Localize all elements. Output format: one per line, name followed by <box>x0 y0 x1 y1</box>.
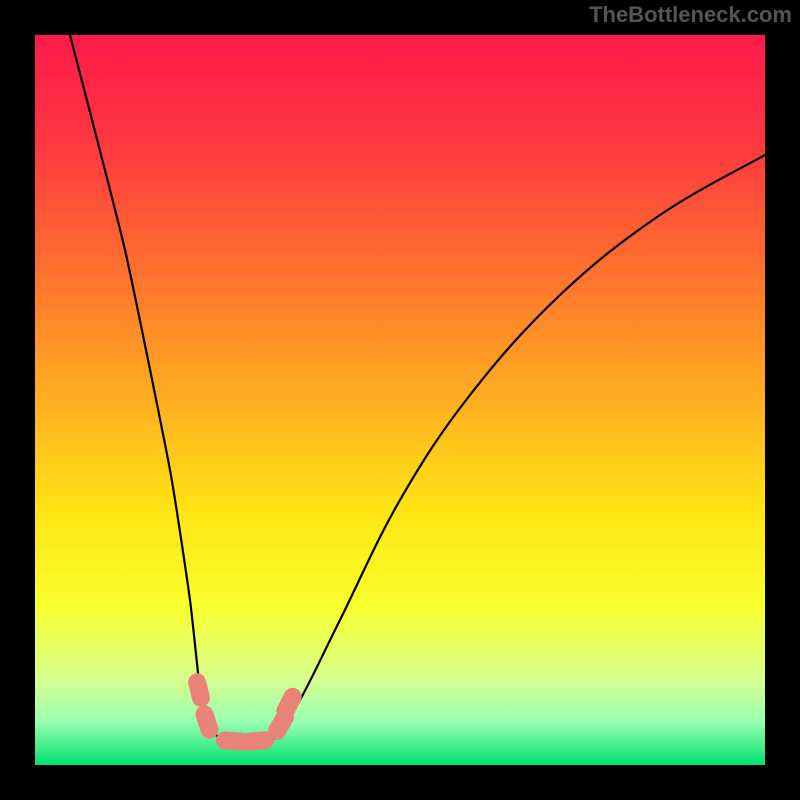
watermark-text: TheBottleneck.com <box>589 2 792 28</box>
plot-background <box>35 35 765 765</box>
marker-segment <box>205 714 210 729</box>
marker-segment <box>249 740 265 741</box>
marker-segment <box>285 697 292 711</box>
bottleneck-chart <box>0 0 800 800</box>
marker-segment <box>225 740 241 741</box>
chart-root: TheBottleneck.com <box>0 0 800 800</box>
marker-segment <box>197 682 201 698</box>
